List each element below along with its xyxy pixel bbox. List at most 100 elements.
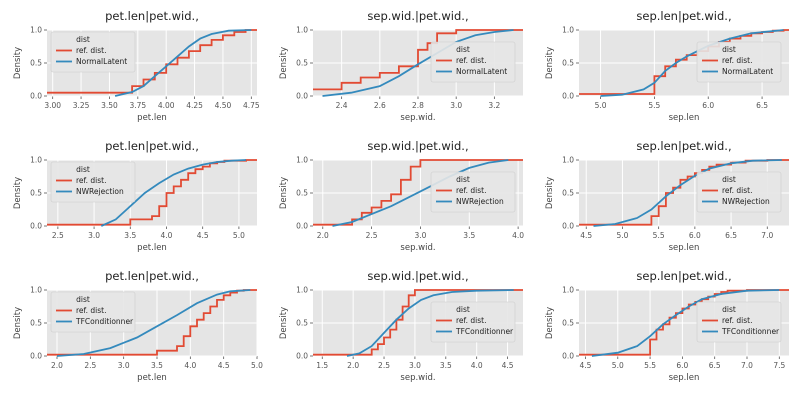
legend: dist ref. dist. TFConditionner	[50, 291, 136, 333]
x-tick-label: 3.5	[124, 231, 136, 240]
subplot-title: pet.len|pet.wid.,	[105, 139, 199, 153]
x-tick-label: 5.0	[251, 361, 263, 370]
x-tick-label: 4.5	[197, 231, 209, 240]
y-axis-label: Density	[279, 307, 289, 339]
y-tick-label: 1.0	[30, 156, 42, 165]
subplot-1: 3.00 3.25 3.50 3.75 4.00 4.25 4.50 4.75 0.0 0.5 1.…	[13, 9, 260, 123]
y-tick-label: 1.0	[296, 156, 308, 165]
series-line-reference	[313, 159, 523, 226]
x-tick-label: 2.5	[378, 361, 390, 370]
series-line-model	[332, 159, 509, 227]
y-axis-label: Density	[13, 307, 23, 339]
legend-label: ref. dist.	[722, 56, 752, 65]
x-tick-label: 4.5	[502, 361, 514, 370]
legend-label: NWRejection	[456, 197, 504, 206]
y-tick-label: 1.0	[30, 286, 42, 295]
series-line-reference	[313, 29, 523, 91]
legend-label: ref. dist.	[722, 186, 752, 195]
x-tick-label: 7.0	[761, 231, 773, 240]
y-tick-label: 0.5	[30, 189, 42, 198]
y-axis-label: Density	[545, 47, 555, 79]
series-line-model	[346, 289, 514, 357]
y-tick-label: 0.0	[562, 222, 574, 231]
x-axis-label: sep.wid.	[400, 113, 435, 123]
x-tick-label: 3.00	[44, 101, 61, 110]
legend-label: TFConditionner	[75, 317, 134, 326]
legend-label: NWRejection	[722, 197, 770, 206]
y-tick-label: 1.0	[296, 26, 308, 35]
legend-title: dist	[722, 305, 736, 314]
x-axis-label: pet.len	[137, 113, 167, 123]
x-tick-label: 3.0	[414, 231, 426, 240]
x-tick-label: 7.5	[773, 361, 785, 370]
x-tick-label: 3.75	[129, 101, 146, 110]
x-axis-label: sep.len	[669, 243, 700, 253]
x-axis-label: sep.len	[669, 113, 700, 123]
subplot-title: sep.wid.|pet.wid.,	[367, 9, 468, 23]
x-tick-label: 5.5	[644, 361, 656, 370]
x-axis-label: sep.len	[669, 373, 700, 383]
x-tick-label: 1.5	[316, 361, 328, 370]
x-tick-label: 4.75	[243, 101, 260, 110]
subplot-7: 2.0 2.5 3.0 3.5 4.0 4.5 5.0 0.0 0.5 1.0 pet.len|pe…	[13, 269, 263, 383]
x-tick-label: 2.0	[51, 361, 63, 370]
x-tick-label: 6.0	[702, 101, 714, 110]
legend-label: TFConditionner	[455, 327, 514, 336]
x-tick-label: 3.5	[463, 231, 475, 240]
legend-label: ref. dist.	[76, 46, 106, 55]
legend-label: NWRejection	[76, 187, 124, 196]
series-line-model	[114, 29, 252, 97]
x-tick-label: 2.5	[84, 361, 96, 370]
y-tick-label: 0.5	[562, 319, 574, 328]
legend: dist ref. dist. TFConditionner	[696, 301, 782, 343]
x-tick-label: 3.25	[73, 101, 90, 110]
legend-title: dist	[456, 45, 470, 54]
x-tick-label: 2.0	[347, 361, 359, 370]
x-tick-label: 6.0	[676, 361, 688, 370]
subplot-title: sep.len|pet.wid.,	[636, 139, 731, 153]
legend-title: dist	[722, 45, 736, 54]
x-tick-label: 2.4	[336, 101, 348, 110]
x-tick-label: 3.5	[440, 361, 452, 370]
y-tick-label: 0.0	[562, 92, 574, 101]
legend: dist ref. dist. TFConditionner	[430, 301, 516, 343]
x-tick-label: 2.5	[52, 231, 64, 240]
subplot-title: sep.wid.|pet.wid.,	[367, 269, 468, 283]
legend-title: dist	[76, 295, 90, 304]
legend: dist ref. dist. NormalLatent	[696, 41, 782, 83]
legend: dist ref. dist. NWRejection	[50, 161, 136, 203]
subplot-2: 2.4 2.6 2.8 3.0 3.2 0.0 0.5 1.0 sep.wid.|pet.wid…	[279, 9, 523, 123]
subplot-title: sep.len|pet.wid.,	[636, 269, 731, 283]
y-axis-label: Density	[279, 47, 289, 79]
y-tick-label: 0.0	[30, 352, 42, 361]
y-tick-label: 1.0	[562, 156, 574, 165]
y-tick-label: 0.0	[296, 92, 308, 101]
legend-label: ref. dist.	[722, 316, 752, 325]
x-tick-label: 5.5	[653, 231, 665, 240]
y-axis-label: Density	[545, 307, 555, 339]
subplot-title: pet.len|pet.wid.,	[105, 269, 199, 283]
x-tick-label: 6.0	[689, 231, 701, 240]
y-axis-label: Density	[279, 177, 289, 209]
legend-title: dist	[76, 35, 90, 44]
x-tick-label: 4.0	[161, 231, 173, 240]
series-line-model	[322, 29, 514, 97]
x-tick-label: 4.0	[184, 361, 196, 370]
series-line-model	[100, 159, 247, 227]
x-tick-label: 4.0	[512, 231, 524, 240]
series-line-model	[600, 29, 784, 97]
x-tick-label: 6.5	[756, 101, 768, 110]
x-tick-label: 2.0	[317, 231, 329, 240]
y-tick-label: 0.0	[296, 222, 308, 231]
y-tick-label: 0.0	[30, 222, 42, 231]
legend-label: NormalLatent	[722, 67, 773, 76]
x-tick-label: 2.5	[366, 231, 378, 240]
y-tick-label: 1.0	[296, 286, 308, 295]
legend-label: ref. dist.	[456, 186, 486, 195]
y-tick-label: 0.5	[296, 189, 308, 198]
y-axis-label: Density	[545, 177, 555, 209]
legend: dist ref. dist. NWRejection	[696, 171, 782, 213]
series-line-reference	[47, 289, 257, 356]
legend: dist ref. dist. NormalLatent	[50, 31, 136, 73]
